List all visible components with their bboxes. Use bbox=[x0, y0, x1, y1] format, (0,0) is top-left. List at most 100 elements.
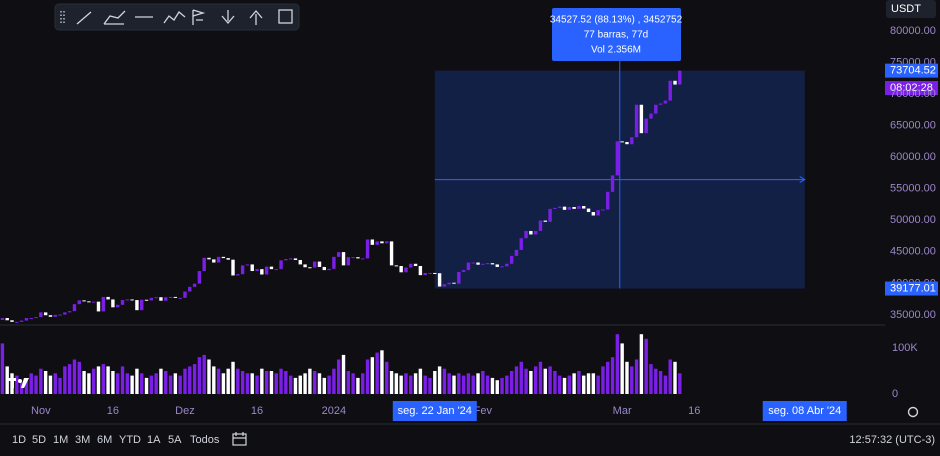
candle-body bbox=[116, 304, 120, 308]
candle-body bbox=[639, 104, 644, 134]
clock: 12:57:32 (UTC-3) bbox=[849, 434, 935, 446]
range-button[interactable]: 5A bbox=[168, 434, 182, 446]
candle-body bbox=[389, 241, 394, 266]
volume-bar bbox=[159, 368, 163, 394]
volume-bar bbox=[437, 366, 442, 394]
range-button[interactable]: 5D bbox=[32, 434, 46, 446]
settings-button[interactable] bbox=[907, 406, 919, 418]
currency-label[interactable]: USDT bbox=[891, 3, 921, 15]
range-button[interactable]: YTD bbox=[119, 434, 141, 446]
candle-body bbox=[509, 255, 514, 264]
measure-tooltip-bg bbox=[552, 8, 681, 61]
candle-body bbox=[245, 264, 250, 266]
volume-bar bbox=[43, 371, 48, 394]
volume-bar bbox=[538, 361, 543, 394]
volume-tick-label: 100K bbox=[892, 342, 918, 354]
x-tick-label: 2024 bbox=[322, 405, 346, 417]
price-badge: 39177.01 bbox=[890, 282, 936, 294]
candle-body bbox=[48, 315, 53, 317]
candle-body bbox=[87, 301, 91, 303]
candle-body bbox=[591, 212, 596, 216]
volume-bar bbox=[610, 357, 615, 394]
range-button[interactable]: 1M bbox=[53, 434, 68, 446]
volume-bar bbox=[553, 371, 557, 394]
volume-bar bbox=[615, 334, 620, 394]
volume-bar bbox=[0, 343, 5, 394]
candle-body bbox=[615, 141, 620, 176]
candle-body bbox=[673, 80, 677, 85]
arrow-up-tool[interactable] bbox=[249, 10, 263, 25]
candle-body bbox=[543, 220, 547, 222]
arrow-down-tool[interactable] bbox=[221, 10, 235, 24]
y-tick-label: 55000.00 bbox=[890, 183, 936, 195]
volume-bar bbox=[101, 364, 105, 394]
volume-bar bbox=[466, 373, 471, 394]
candle-body bbox=[625, 141, 629, 145]
candle-body bbox=[221, 256, 226, 259]
candle-body bbox=[529, 230, 533, 235]
range-button[interactable]: 1A bbox=[147, 434, 161, 446]
volume-bar bbox=[226, 368, 230, 394]
measure-arrow bbox=[799, 176, 806, 184]
volume-bar bbox=[48, 375, 53, 394]
volume-bar bbox=[356, 377, 360, 394]
volume-bar bbox=[5, 366, 9, 394]
y-tick-label: 60000.00 bbox=[890, 151, 936, 163]
range-button[interactable]: Todos bbox=[190, 434, 220, 446]
volume-bar bbox=[572, 373, 576, 394]
volume-bar bbox=[72, 359, 77, 394]
volume-bar bbox=[361, 373, 365, 394]
candle-body bbox=[572, 206, 576, 209]
volume-bar bbox=[351, 373, 355, 394]
range-button[interactable]: 1D bbox=[12, 434, 26, 446]
volume-bar bbox=[385, 361, 389, 394]
range-button[interactable]: 3M bbox=[75, 434, 90, 446]
date-range-icon[interactable] bbox=[232, 432, 247, 446]
volume-bar bbox=[529, 371, 533, 394]
x-tick-label: 16 bbox=[688, 405, 700, 417]
range-button[interactable]: 6M bbox=[97, 434, 112, 446]
volume-bar bbox=[418, 368, 423, 394]
volume-bar bbox=[173, 373, 178, 394]
volume-bar bbox=[433, 371, 437, 394]
candle-body bbox=[658, 103, 663, 105]
candle-body bbox=[514, 249, 519, 256]
candle-body bbox=[586, 208, 591, 213]
date-badge: seg. 22 Jan '24 bbox=[398, 405, 472, 417]
candle-body bbox=[34, 317, 38, 319]
volume-bar bbox=[423, 375, 427, 394]
trend-line-tool[interactable] bbox=[76, 11, 92, 25]
candle-body bbox=[111, 299, 115, 308]
candle-body bbox=[413, 263, 418, 266]
candle-body bbox=[423, 272, 427, 276]
path-tool[interactable] bbox=[163, 11, 186, 24]
candle-body bbox=[149, 297, 154, 301]
volume-bar bbox=[500, 377, 504, 394]
volume-bar bbox=[24, 380, 29, 394]
date-badge-bg bbox=[762, 401, 847, 421]
candle-body bbox=[490, 263, 495, 265]
volume-bar bbox=[389, 371, 394, 394]
volume-bar bbox=[168, 375, 173, 394]
volume-bar bbox=[34, 375, 38, 394]
volume-bar bbox=[240, 371, 245, 394]
volume-bar bbox=[509, 371, 514, 394]
candle-body bbox=[668, 80, 672, 101]
currency-button-bg[interactable] bbox=[886, 0, 936, 18]
x-tick-label: Dez bbox=[175, 405, 195, 417]
channel-tool[interactable] bbox=[103, 10, 126, 25]
volume-bar bbox=[678, 373, 682, 394]
candle-body bbox=[553, 207, 557, 209]
volume-bar bbox=[106, 366, 110, 394]
volume-bar bbox=[312, 371, 317, 394]
candle-body bbox=[649, 113, 653, 119]
candle-body bbox=[577, 206, 581, 209]
volume-bar bbox=[596, 375, 600, 394]
volume-bar bbox=[149, 375, 154, 394]
fib-tool[interactable] bbox=[192, 9, 206, 25]
rectangle-tool[interactable] bbox=[278, 9, 293, 24]
y-tick-label: 50000.00 bbox=[890, 214, 936, 226]
volume-bar bbox=[639, 334, 644, 394]
volume-bar bbox=[668, 359, 672, 394]
